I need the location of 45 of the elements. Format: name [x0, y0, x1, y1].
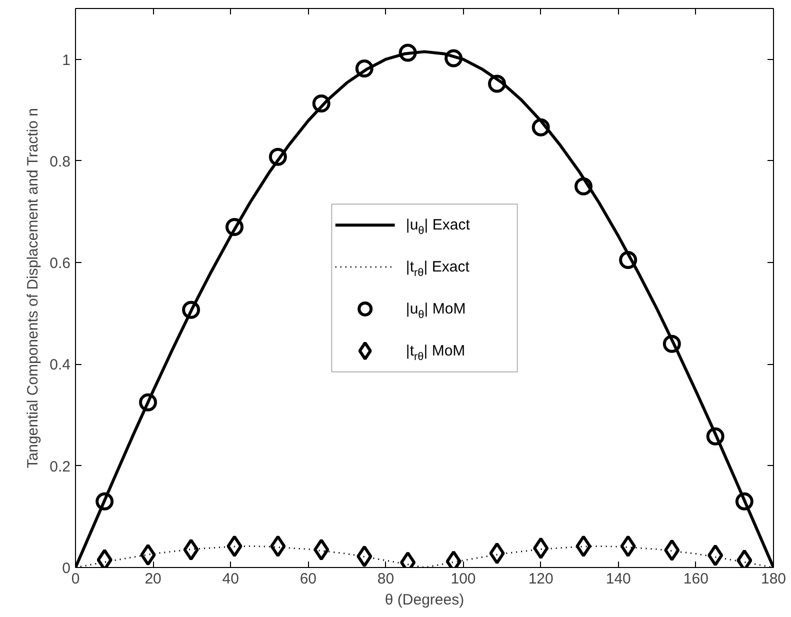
point — [355, 59, 374, 78]
point — [398, 44, 417, 62]
point — [226, 535, 242, 558]
point — [444, 49, 463, 68]
point — [489, 542, 505, 564]
point — [183, 538, 199, 561]
point — [356, 545, 372, 568]
point — [662, 334, 681, 353]
y-tick-label: 0.4 — [50, 356, 71, 374]
x-tick-label: 120 — [528, 570, 554, 588]
y-tick-label: 1 — [62, 52, 70, 69]
point — [574, 177, 592, 196]
point — [664, 539, 680, 562]
point — [533, 537, 549, 560]
point — [488, 74, 506, 93]
y-tick-label: 0 — [62, 560, 70, 577]
point — [225, 218, 244, 236]
y-tick-label: 0.6 — [50, 255, 71, 272]
point — [268, 148, 287, 166]
point — [735, 492, 754, 510]
point — [620, 535, 636, 558]
point — [619, 251, 638, 270]
y-axis-title: Tangential Components of Displacement and Tractio n — [24, 108, 42, 468]
point — [576, 535, 592, 558]
point — [139, 393, 158, 412]
x-tick-label: 140 — [606, 570, 631, 588]
point — [532, 118, 550, 136]
y-tick-label: 0.8 — [50, 153, 71, 170]
x-tick-label: 80 — [377, 570, 394, 588]
point — [140, 544, 156, 566]
point — [314, 538, 330, 561]
point — [182, 300, 200, 319]
x-tick-label: 20 — [144, 570, 162, 588]
x-tick-label: 40 — [222, 570, 239, 588]
point — [708, 544, 724, 566]
x-axis-title: θ (Degrees) — [384, 592, 464, 608]
x-tick-label: 180 — [760, 570, 786, 588]
x-tick-label: 100 — [450, 570, 476, 588]
point — [706, 427, 724, 446]
y-tick-label: 0.2 — [50, 458, 71, 476]
point — [96, 492, 114, 510]
x-tick-label: 160 — [683, 570, 708, 588]
x-tick-label: 60 — [300, 570, 317, 588]
point — [312, 94, 330, 113]
point — [270, 535, 286, 558]
